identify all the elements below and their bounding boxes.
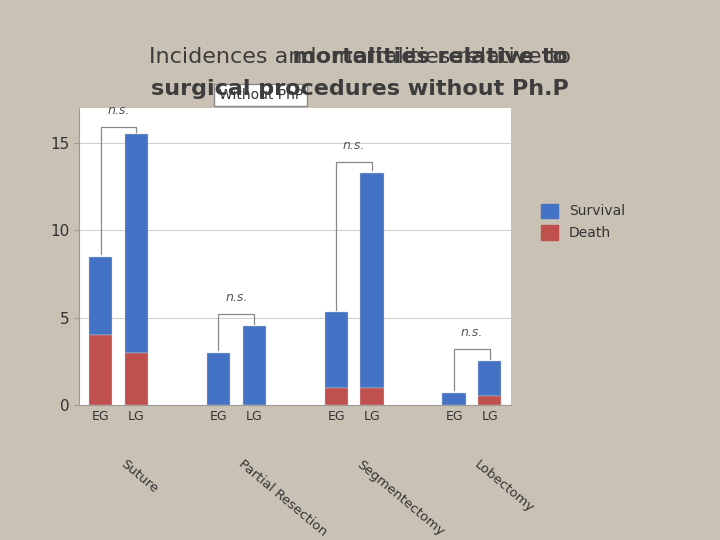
Text: Segmentectomy: Segmentectomy	[354, 458, 446, 538]
Bar	[360, 173, 384, 388]
Bar	[325, 388, 348, 405]
Bar	[243, 326, 266, 405]
Text: n.s.: n.s.	[343, 139, 365, 152]
Bar	[360, 388, 384, 405]
Text: surgical procedures without Ph.P: surgical procedures without Ph.P	[151, 79, 569, 99]
Text: n.s.: n.s.	[225, 291, 248, 303]
Text: Without PhP: Without PhP	[218, 88, 303, 102]
Bar	[125, 134, 148, 353]
Bar	[207, 353, 230, 405]
Bar	[89, 256, 112, 335]
Text: n.s.: n.s.	[107, 104, 130, 117]
Text: Lobectomy: Lobectomy	[472, 458, 536, 515]
Bar	[89, 335, 112, 405]
Text: n.s.: n.s.	[461, 326, 483, 339]
Text: mortalities relative to: mortalities relative to	[153, 46, 567, 67]
Text: Incidences and  mortalities relative to: Incidences and mortalities relative to	[149, 46, 571, 67]
Text: Suture: Suture	[119, 458, 161, 496]
Bar	[325, 313, 348, 388]
Bar	[443, 393, 466, 405]
Legend: Survival, Death: Survival, Death	[536, 198, 631, 246]
Bar	[478, 396, 501, 405]
Bar	[125, 353, 148, 405]
Bar	[478, 361, 501, 396]
Text: Partial Resection: Partial Resection	[236, 458, 330, 539]
